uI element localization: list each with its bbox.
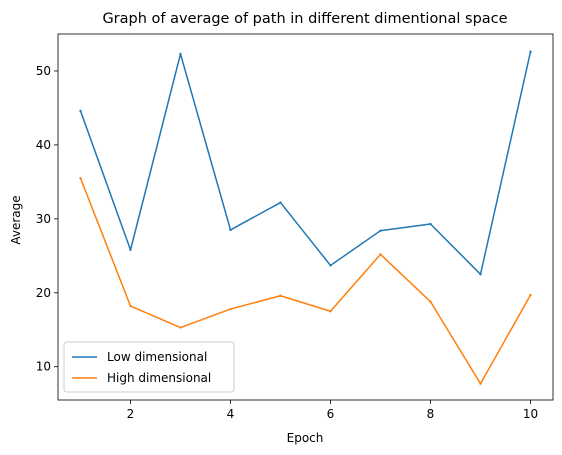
data-point-0-8 bbox=[479, 273, 482, 276]
legend: Low dimensional High dimensional bbox=[63, 341, 235, 393]
legend-label: High dimensional bbox=[107, 371, 211, 385]
y-axis-label: Average bbox=[9, 195, 23, 244]
data-point-1-7 bbox=[429, 300, 432, 303]
legend-label: Low dimensional bbox=[107, 350, 207, 364]
x-tick-label: 4 bbox=[227, 407, 235, 421]
y-tick-label: 50 bbox=[36, 64, 51, 78]
data-point-0-1 bbox=[129, 248, 132, 252]
data-point-1-9 bbox=[529, 293, 532, 297]
x-axis-label: Epoch bbox=[287, 431, 324, 445]
series-line-1 bbox=[79, 177, 532, 385]
data-point-0-2 bbox=[179, 52, 182, 56]
series-line-0 bbox=[79, 50, 532, 276]
plot-area: 2 4 6 8 10 10 20 30 40 50 Low dimensional High dime… bbox=[36, 33, 554, 421]
y-tick-label: 10 bbox=[36, 360, 51, 374]
data-point-0-3 bbox=[229, 228, 232, 232]
data-point-0-6 bbox=[379, 229, 382, 232]
x-tick-label: 6 bbox=[327, 407, 335, 421]
data-point-1-1 bbox=[129, 304, 132, 308]
y-tick-label: 40 bbox=[36, 138, 51, 152]
data-point-1-2 bbox=[179, 326, 182, 329]
y-tick-label: 20 bbox=[36, 286, 51, 300]
x-tick-label: 2 bbox=[127, 407, 135, 421]
data-point-1-5 bbox=[329, 310, 332, 313]
data-point-1-4 bbox=[279, 294, 282, 297]
legend-box bbox=[63, 341, 235, 393]
data-point-0-9 bbox=[529, 50, 532, 53]
y-tick-label: 30 bbox=[36, 212, 51, 226]
data-point-0-5 bbox=[329, 264, 332, 267]
x-tick-label: 10 bbox=[523, 407, 538, 421]
data-point-1-3 bbox=[229, 307, 232, 311]
x-tick-label: 8 bbox=[427, 407, 435, 421]
plot-frame bbox=[57, 33, 554, 401]
data-point-0-7 bbox=[429, 222, 432, 226]
data-point-0-0 bbox=[79, 109, 82, 113]
data-point-1-6 bbox=[379, 253, 382, 256]
chart-title: Graph of average of path in different di… bbox=[102, 11, 507, 27]
data-point-1-8 bbox=[479, 382, 482, 385]
data-point-1-0 bbox=[79, 176, 82, 180]
data-point-0-4 bbox=[279, 201, 282, 204]
